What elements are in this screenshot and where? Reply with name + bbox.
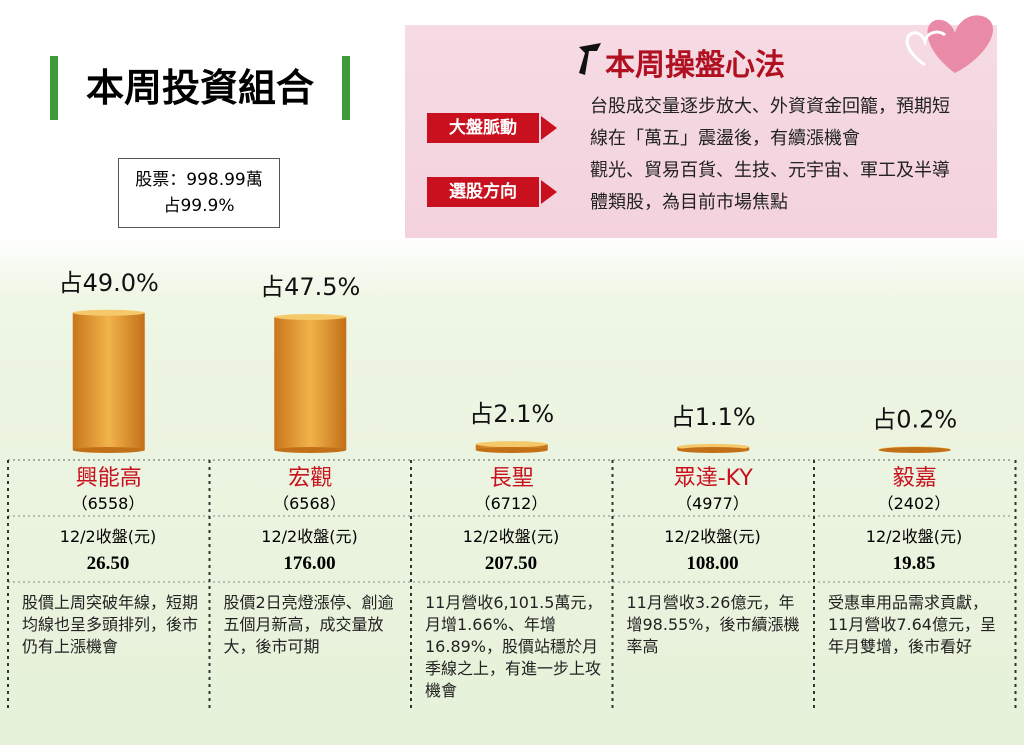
strategy-panel: 本周操盤心法 大盤脈動 選股方向 台股成交量逐步放大、外資資金回籠，預期短線在「… (405, 15, 997, 238)
price: 207.50 (484, 553, 538, 574)
value-label: 占47.5% (260, 273, 360, 301)
price-label: 12/2收盤(元) (664, 527, 761, 546)
bar-base (475, 447, 548, 453)
title: 本周投資組合 (50, 56, 350, 120)
stock-code: （6558） (71, 494, 145, 513)
comment: 11月營收3.26億元，年增98.55%，後市續漲機率高 (626, 593, 800, 656)
stock-name: 宏觀 (288, 466, 332, 491)
bar-base (72, 447, 145, 453)
comment: 11月營收6,101.5萬元，月增1.66%、年增16.89%，股價站穩於月季線… (425, 593, 603, 700)
hearts (905, 15, 994, 73)
stock-code: （6568） (273, 494, 346, 513)
price-label: 12/2收盤(元) (462, 527, 560, 546)
price: 176.00 (283, 553, 336, 574)
comment: 受惠車用品需求貢獻，11月營收7.64億元，呈年月雙增，後市看好 (828, 593, 996, 656)
bar-cap (274, 314, 347, 320)
arrow (541, 116, 557, 140)
price: 19.85 (892, 553, 936, 574)
bar-base (274, 447, 347, 453)
strategy-text: 觀光、貿易百貨、生技、元宇宙、軍工及半導體類股，為目前市場焦點 (590, 160, 950, 213)
stock-code: （6712） (474, 494, 548, 513)
bar-cap (475, 441, 548, 448)
price-label: 12/2收盤(元) (59, 527, 157, 546)
stock-name: 興能高 (76, 466, 142, 491)
price: 26.50 (86, 553, 130, 574)
strategy-text: 台股成交量逐步放大、外資資金回籠，預期短線在「萬五」震盪後，有續漲機會 (590, 96, 950, 149)
stock-code: （2402） (877, 494, 951, 513)
arrow (541, 180, 557, 204)
price-label: 12/2收盤(元) (261, 527, 358, 546)
comment: 股價2日亮燈漲停、創逾五個月新高，成交量放大，後市可期 (223, 593, 394, 656)
bar (72, 312, 145, 450)
bar (274, 317, 347, 450)
holding-stock: 股票：998.99萬 (135, 170, 263, 190)
value-label: 占0.2% (872, 405, 957, 433)
holding-box: 股票：998.99萬 占99.9% (118, 158, 280, 228)
price: 108.00 (686, 553, 739, 574)
value-label: 占2.1% (469, 400, 554, 428)
icon (579, 43, 601, 75)
price-label: 12/2收盤(元) (865, 527, 963, 546)
bar-cap (72, 309, 145, 316)
bar-base (878, 447, 951, 453)
stock-name: 毅嘉 (893, 466, 937, 491)
strategy-title: 本周操盤心法 (605, 48, 785, 83)
strategy-label: 選股方向 (427, 177, 539, 207)
stock-name: 眾達-KY (674, 466, 754, 491)
value-label: 占1.1% (671, 403, 756, 431)
bar-base (677, 447, 750, 453)
value-label: 占49.0% (59, 269, 159, 297)
holding-share: 占99.9% (163, 196, 235, 216)
stock-name: 長聖 (490, 466, 534, 491)
stock-code: （4977） (676, 494, 749, 513)
strategy-label: 大盤脈動 (427, 113, 539, 143)
comment: 股價上周突破年線，短期均線也呈多頭排列，後市仍有上漲機會 (22, 593, 199, 656)
